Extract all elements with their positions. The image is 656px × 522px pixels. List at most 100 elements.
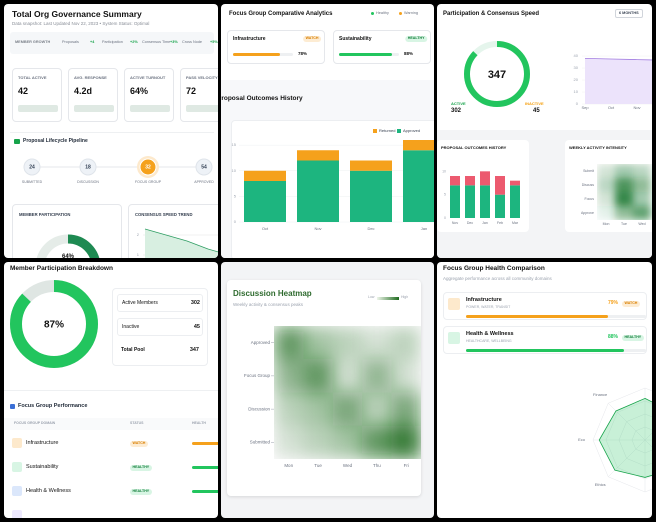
strip-title: MEMBER GROWTH — [15, 40, 51, 44]
y-tick-label: 2 — [137, 232, 140, 237]
stage-node — [195, 158, 213, 176]
health-panel: Focus Group Health Comparison Aggregate p… — [437, 262, 652, 518]
trend-line — [584, 58, 652, 61]
kpi-card: PASS VELOCITY 72 — [180, 68, 218, 122]
bar — [510, 180, 520, 186]
heat-cell — [597, 164, 615, 178]
row-label: Inactive — [122, 324, 140, 330]
chart-svg: 0 5 10 Nov Dec Jan Feb Mar — [442, 169, 520, 225]
y-tick-label: 20 — [574, 77, 579, 82]
group-row: Infrastructure POWER, WATER, TRANSIT 79% WA… — [443, 292, 647, 320]
group-value: 88% — [404, 51, 414, 56]
donut-arc — [10, 280, 98, 368]
heatmap-panel: Discussion Heatmap Weekly activity & cons… — [221, 262, 434, 518]
group-value: 88% — [607, 334, 618, 340]
period-button[interactable]: 6 MONTHS — [615, 9, 643, 18]
pipeline-section — [10, 132, 214, 198]
trend-line — [144, 228, 218, 253]
heat-cells — [597, 164, 651, 220]
kpi-label: TOTAL ACTIVE — [18, 75, 47, 80]
heat-cell — [362, 326, 392, 360]
status-badge: HEALTHY — [622, 335, 644, 341]
kpi-value: 64% — [130, 86, 149, 96]
row-label: Approved — [251, 340, 271, 345]
legend-gradient — [377, 297, 399, 300]
group-icon — [448, 332, 460, 344]
panel-title: Total Org Governance Summary — [12, 9, 142, 19]
ring-label: INACTIVE — [525, 101, 544, 106]
stage-label: SUBMITTED — [22, 180, 43, 184]
kpi-card: ACTIVE TURNOUT 64% — [124, 68, 174, 122]
stage-count: 18 — [85, 164, 91, 170]
x-tick-label: Nov — [452, 221, 458, 225]
status-badge: WATCH — [303, 36, 321, 42]
bar — [297, 150, 339, 161]
x-tick-label: Nov — [314, 226, 321, 231]
bar — [244, 170, 286, 181]
heat-cell — [633, 192, 651, 206]
row-value: 45 — [193, 324, 200, 330]
health-bar — [192, 442, 218, 445]
heat-cell — [303, 392, 333, 426]
bar — [465, 185, 475, 218]
x-tick-label: Sep — [581, 105, 589, 110]
chart-svg: Ethics Eco Finance — [578, 387, 652, 493]
heat-cell — [391, 326, 421, 360]
row-label: Submit — [583, 169, 594, 173]
heat-cell — [597, 206, 615, 220]
ring-value: 302 — [451, 108, 462, 114]
ring-value: 45 — [533, 108, 540, 114]
heat-cell — [597, 178, 615, 192]
legend-dot — [399, 12, 402, 15]
stats-strip: MEMBER GROWTH Proposals +4 Participation +2%… — [10, 32, 218, 54]
heat-cell — [362, 392, 392, 426]
heat-cell — [633, 164, 651, 178]
group-icon — [448, 298, 460, 310]
kpi-sparkline — [186, 105, 218, 112]
row-value: 347 — [189, 347, 199, 353]
heat-cell — [391, 425, 421, 459]
heat-cell — [303, 425, 333, 459]
y-tick-label: 0 — [576, 101, 579, 106]
chart-svg: Approved Focus Group Discussion Submitted Mo… — [244, 326, 421, 468]
kpi-sparkline — [18, 105, 58, 112]
row-label: Submitted — [250, 440, 271, 445]
bar — [480, 171, 490, 186]
group-value: 79% — [607, 300, 618, 306]
bar — [297, 160, 339, 222]
y-tick-label: 0 — [234, 219, 237, 224]
row-label: Focus Group — [244, 373, 271, 378]
chart-svg: Submit Discuss Focus Approve Mon Tue Wed — [581, 164, 651, 226]
stage-count: 32 — [145, 164, 151, 170]
bar — [465, 176, 475, 186]
pipeline-icon — [14, 139, 20, 144]
status-badge: HEALTHY — [405, 36, 427, 42]
bar — [244, 181, 286, 222]
stage-label: DISCUSSION — [77, 180, 99, 184]
row-label: Discuss — [582, 183, 595, 187]
col-label: Tue — [621, 222, 627, 226]
y-tick-label: 10 — [574, 89, 579, 94]
row-name: Health & Wellness — [26, 488, 71, 494]
row-name: Infrastructure — [26, 440, 59, 446]
x-tick-label: Dec — [367, 226, 374, 231]
heat-cell — [303, 359, 333, 393]
kpi-value: 42 — [18, 86, 29, 96]
heat-cell — [615, 164, 633, 178]
breakdown-box: Active Members 302 Inactive 45 Total Pool 347 — [112, 288, 208, 366]
strip-label: Consensus Time — [142, 40, 171, 44]
legend-swatch — [373, 129, 377, 133]
group-name: Health & Wellness — [466, 331, 514, 337]
heat-cell — [615, 178, 633, 192]
radar-area — [598, 397, 652, 478]
bar — [450, 185, 460, 218]
col-label: Fri — [404, 463, 409, 468]
bar — [450, 176, 460, 186]
table-header — [4, 418, 218, 430]
panel-subtitle: Weekly activity & consensus peaks — [233, 302, 303, 307]
col-label: Wed — [638, 222, 645, 226]
status-badge: HEALTHY — [130, 489, 152, 495]
y-tick-label: 5 — [234, 193, 237, 198]
health-bar — [192, 466, 218, 469]
ring-label: ACTIVE — [451, 101, 466, 106]
